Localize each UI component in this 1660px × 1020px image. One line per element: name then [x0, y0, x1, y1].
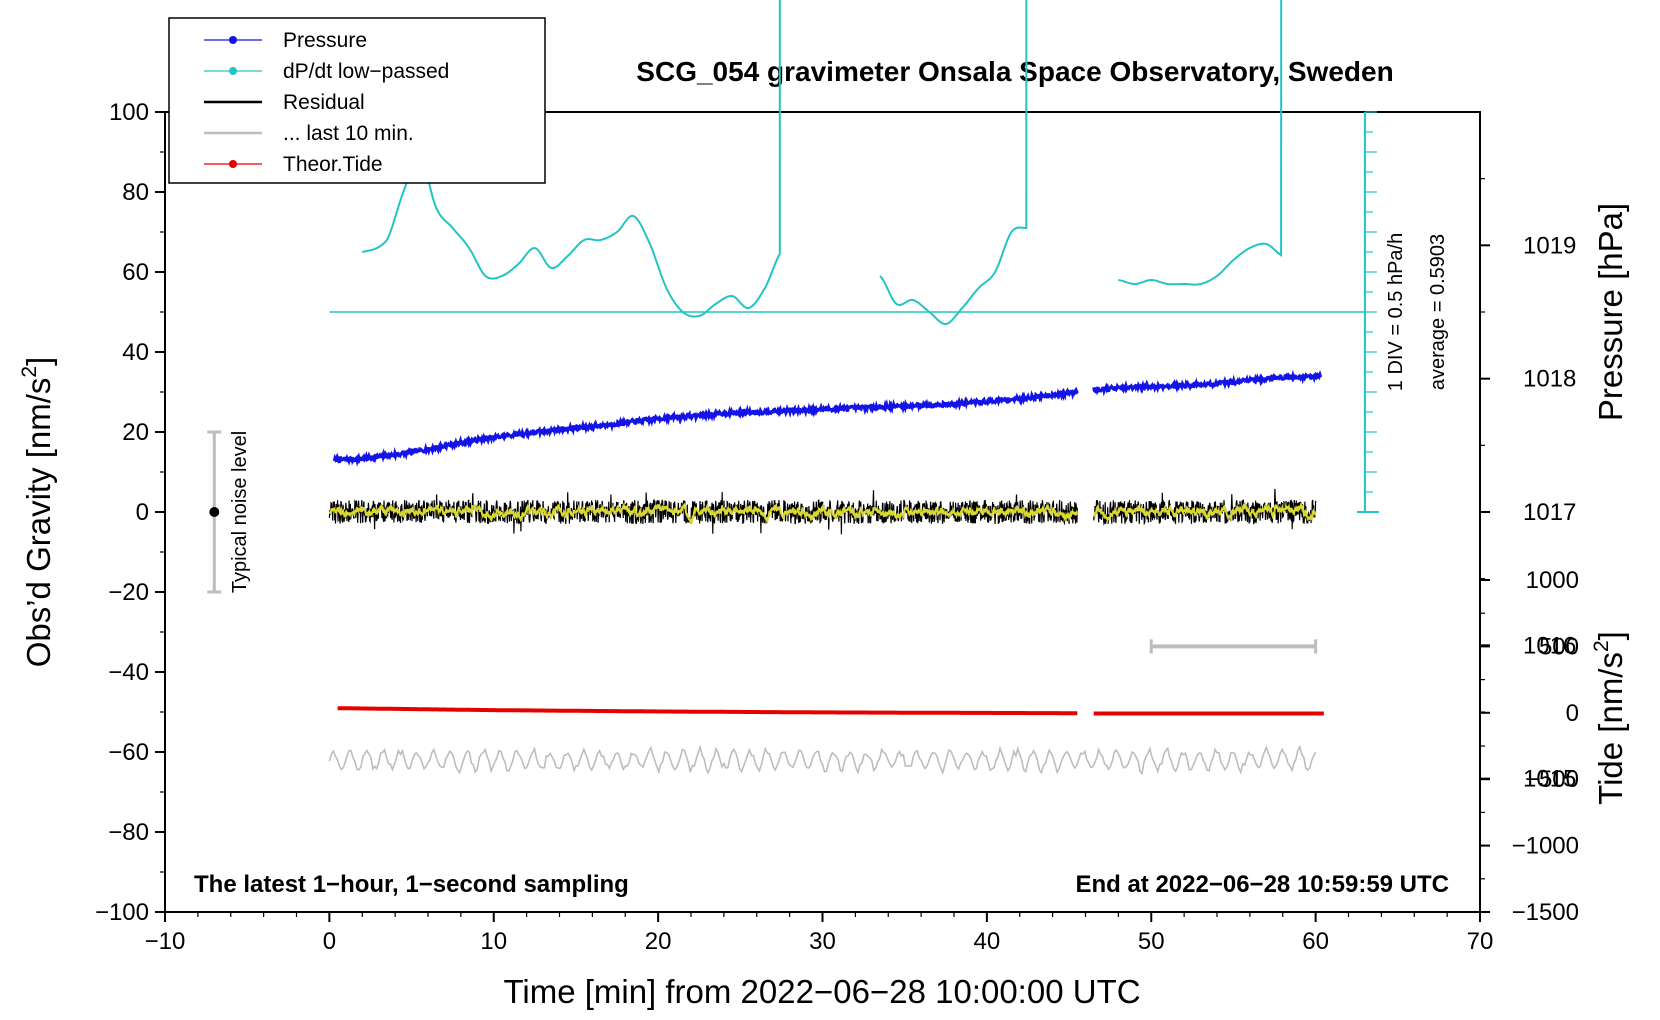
y-tick-label: −40 [108, 659, 149, 686]
x-axis-ticks: −10 0 10 20 30 40 50 60 70 [145, 912, 1494, 955]
residual-smoothed-line [328, 501, 1079, 526]
x-tick-label: 0 [323, 928, 336, 955]
x-axis-title: Time [min] from 2022−06−28 10:00:00 UTC [503, 973, 1140, 1010]
y-axis-title: Obs’d Gravity [nm/s2] [18, 357, 57, 668]
y-axis-ticks: −100 −80 −60 −40 −20 0 20 40 60 80 100 [95, 99, 165, 926]
pressure-axis-ticks: 1015 1016 1017 1018 1019 [1480, 178, 1576, 846]
dpdt-series-line [1118, 0, 1283, 286]
x-tick-label: 20 [645, 928, 672, 955]
y-axis-title-close: ] [20, 357, 57, 366]
tide-tick-label: 1000 [1526, 567, 1579, 594]
x-tick-label: 30 [809, 928, 836, 955]
legend-marker [229, 160, 237, 168]
y-tick-label: −100 [95, 899, 149, 926]
pressure-series-line [332, 386, 1079, 467]
dpdt-series-line [362, 0, 781, 318]
legend-label: dP/dt low−passed [283, 60, 449, 83]
dpdt-scale-bar [1356, 111, 1379, 513]
tide-tick-label: −500 [1525, 766, 1579, 793]
tide-axis-title-main: Tide [nm/s [1592, 652, 1629, 805]
tide-tick-label: −1000 [1512, 833, 1579, 860]
y-axis-title-main: Obs’d Gravity [nm/s [20, 378, 57, 668]
tide-axis-title-sup: 2 [1590, 640, 1613, 652]
x-tick-label: 60 [1302, 928, 1329, 955]
x-tick-label: 10 [480, 928, 507, 955]
dpdt-average-label: average = 0.5903 [1427, 234, 1449, 390]
y-tick-label: 80 [122, 179, 149, 206]
y-tick-label: 60 [122, 259, 149, 286]
legend-marker [229, 36, 237, 44]
y-tick-label: 0 [136, 499, 149, 526]
x-tick-label: 50 [1138, 928, 1165, 955]
legend-box [168, 17, 546, 184]
noise-level-bar [207, 430, 222, 594]
pressure-axis-title: Pressure [hPa] [1592, 203, 1629, 421]
y-tick-label: 100 [109, 99, 149, 126]
tide-tick-label: 0 [1566, 700, 1579, 727]
y-tick-label: 20 [122, 419, 149, 446]
y-tick-label: 40 [122, 339, 149, 366]
pressure-tick-label: 1019 [1523, 232, 1576, 259]
annotation-end-time: End at 2022−06−28 10:59:59 UTC [1075, 871, 1449, 898]
tide-series-line [337, 706, 1078, 716]
legend-label: Theor.Tide [283, 153, 383, 176]
tide-tick-label: 500 [1539, 633, 1579, 660]
tide-tick-label: −1500 [1512, 899, 1579, 926]
noise-level-label: Typical noise level [229, 431, 251, 593]
x-tick-label: 40 [974, 928, 1001, 955]
tide-axis-title: Tide [nm/s2] [1590, 631, 1629, 805]
dpdt-series-line [879, 0, 1028, 326]
tide-axis-title-close: ] [1592, 631, 1629, 640]
legend-label: Pressure [283, 29, 367, 52]
y-axis-title-sup: 2 [18, 366, 41, 378]
legend-marker [229, 67, 237, 75]
series-layer [328, 0, 1365, 776]
chart-title: SCG_054 gravimeter Onsala Space Observat… [636, 56, 1393, 87]
legend-label: Residual [283, 91, 365, 114]
y-tick-label: −20 [108, 579, 149, 606]
pressure-tick-label: 1016 [1523, 632, 1576, 659]
noise-bar-center-dot [209, 507, 220, 517]
legend-label: ... last 10 min. [283, 122, 414, 145]
x-tick-label: −10 [145, 928, 186, 955]
pressure-series-line [1092, 369, 1323, 397]
pressure-tick-label: 1015 [1523, 766, 1576, 793]
residual-smoothed-line [1093, 502, 1317, 523]
pressure-tick-label: 1018 [1523, 366, 1576, 393]
pressure-tick-label: 1017 [1523, 499, 1576, 526]
x-tick-label: 70 [1467, 928, 1494, 955]
y-tick-label: −60 [108, 739, 149, 766]
dpdt-scale-label: 1 DIV = 0.5 hPa/h [1385, 233, 1407, 391]
annotation-sampling: The latest 1−hour, 1−second sampling [194, 871, 629, 898]
tide-axis-ticks: −1500 −1000 −500 0 500 1000 [1480, 567, 1579, 926]
legend: Pressure dP/dt low−passed Residual ... last… [168, 17, 546, 184]
y-tick-label: −80 [108, 819, 149, 846]
last10-series-line [328, 744, 1317, 776]
